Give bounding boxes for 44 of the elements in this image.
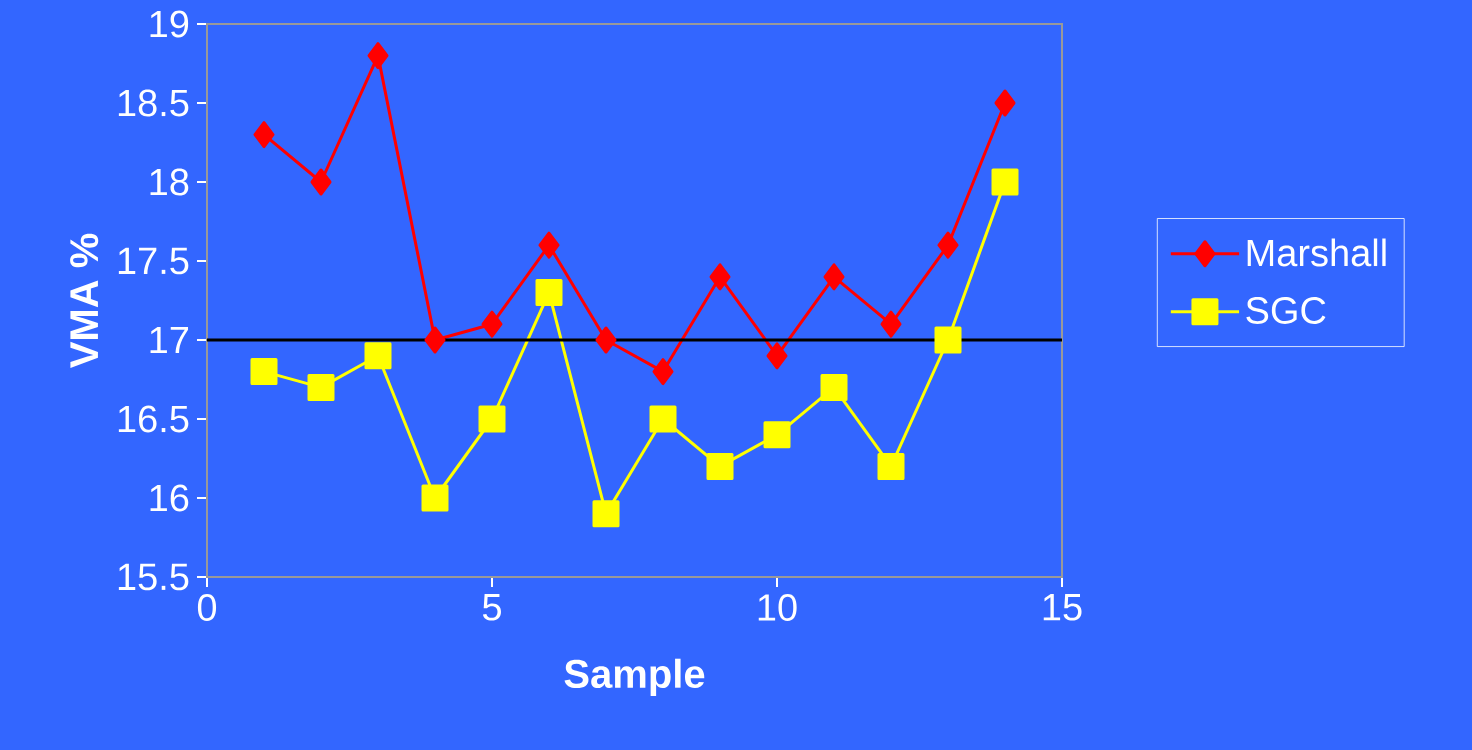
point xyxy=(364,342,392,370)
point xyxy=(367,42,389,70)
point xyxy=(592,500,620,528)
point xyxy=(877,452,905,480)
y-tick-label: 19 xyxy=(150,10,189,38)
legend-label: SGC xyxy=(1246,297,1326,324)
point xyxy=(595,326,617,354)
y-tick-label: 17.5 xyxy=(118,247,189,275)
point xyxy=(481,310,503,338)
y-tick-label: 15.5 xyxy=(118,563,189,591)
point xyxy=(538,231,560,259)
point xyxy=(991,168,1019,196)
x-tick-label: 15 xyxy=(1043,594,1082,621)
point xyxy=(763,421,791,449)
y-tick-label: 16.5 xyxy=(118,405,189,433)
point xyxy=(310,168,332,196)
y-tick-label: 16 xyxy=(150,484,189,512)
y-tick-label: 18.5 xyxy=(118,89,189,117)
point xyxy=(706,452,734,480)
y-axis-title: VMA % xyxy=(70,233,99,368)
y-tick-label: 17 xyxy=(150,326,189,354)
point xyxy=(250,358,278,386)
point xyxy=(478,405,506,433)
legend-label: Marshall xyxy=(1247,238,1386,267)
point xyxy=(652,358,674,386)
point xyxy=(937,231,959,259)
point xyxy=(823,263,845,291)
x-tick-label: 0 xyxy=(197,594,217,621)
point xyxy=(820,373,848,401)
point xyxy=(934,326,962,354)
point xyxy=(994,89,1016,117)
point xyxy=(535,279,563,307)
point xyxy=(880,310,902,338)
point xyxy=(649,405,677,433)
point xyxy=(766,342,788,370)
point xyxy=(307,373,335,401)
x-axis-title: Sample xyxy=(564,658,705,696)
point xyxy=(709,263,731,291)
y-tick-label: 18 xyxy=(150,168,189,196)
point xyxy=(253,121,275,149)
x-tick-label: 10 xyxy=(758,594,797,621)
point xyxy=(421,484,449,512)
point xyxy=(424,326,446,354)
x-tick-label: 5 xyxy=(482,594,501,621)
